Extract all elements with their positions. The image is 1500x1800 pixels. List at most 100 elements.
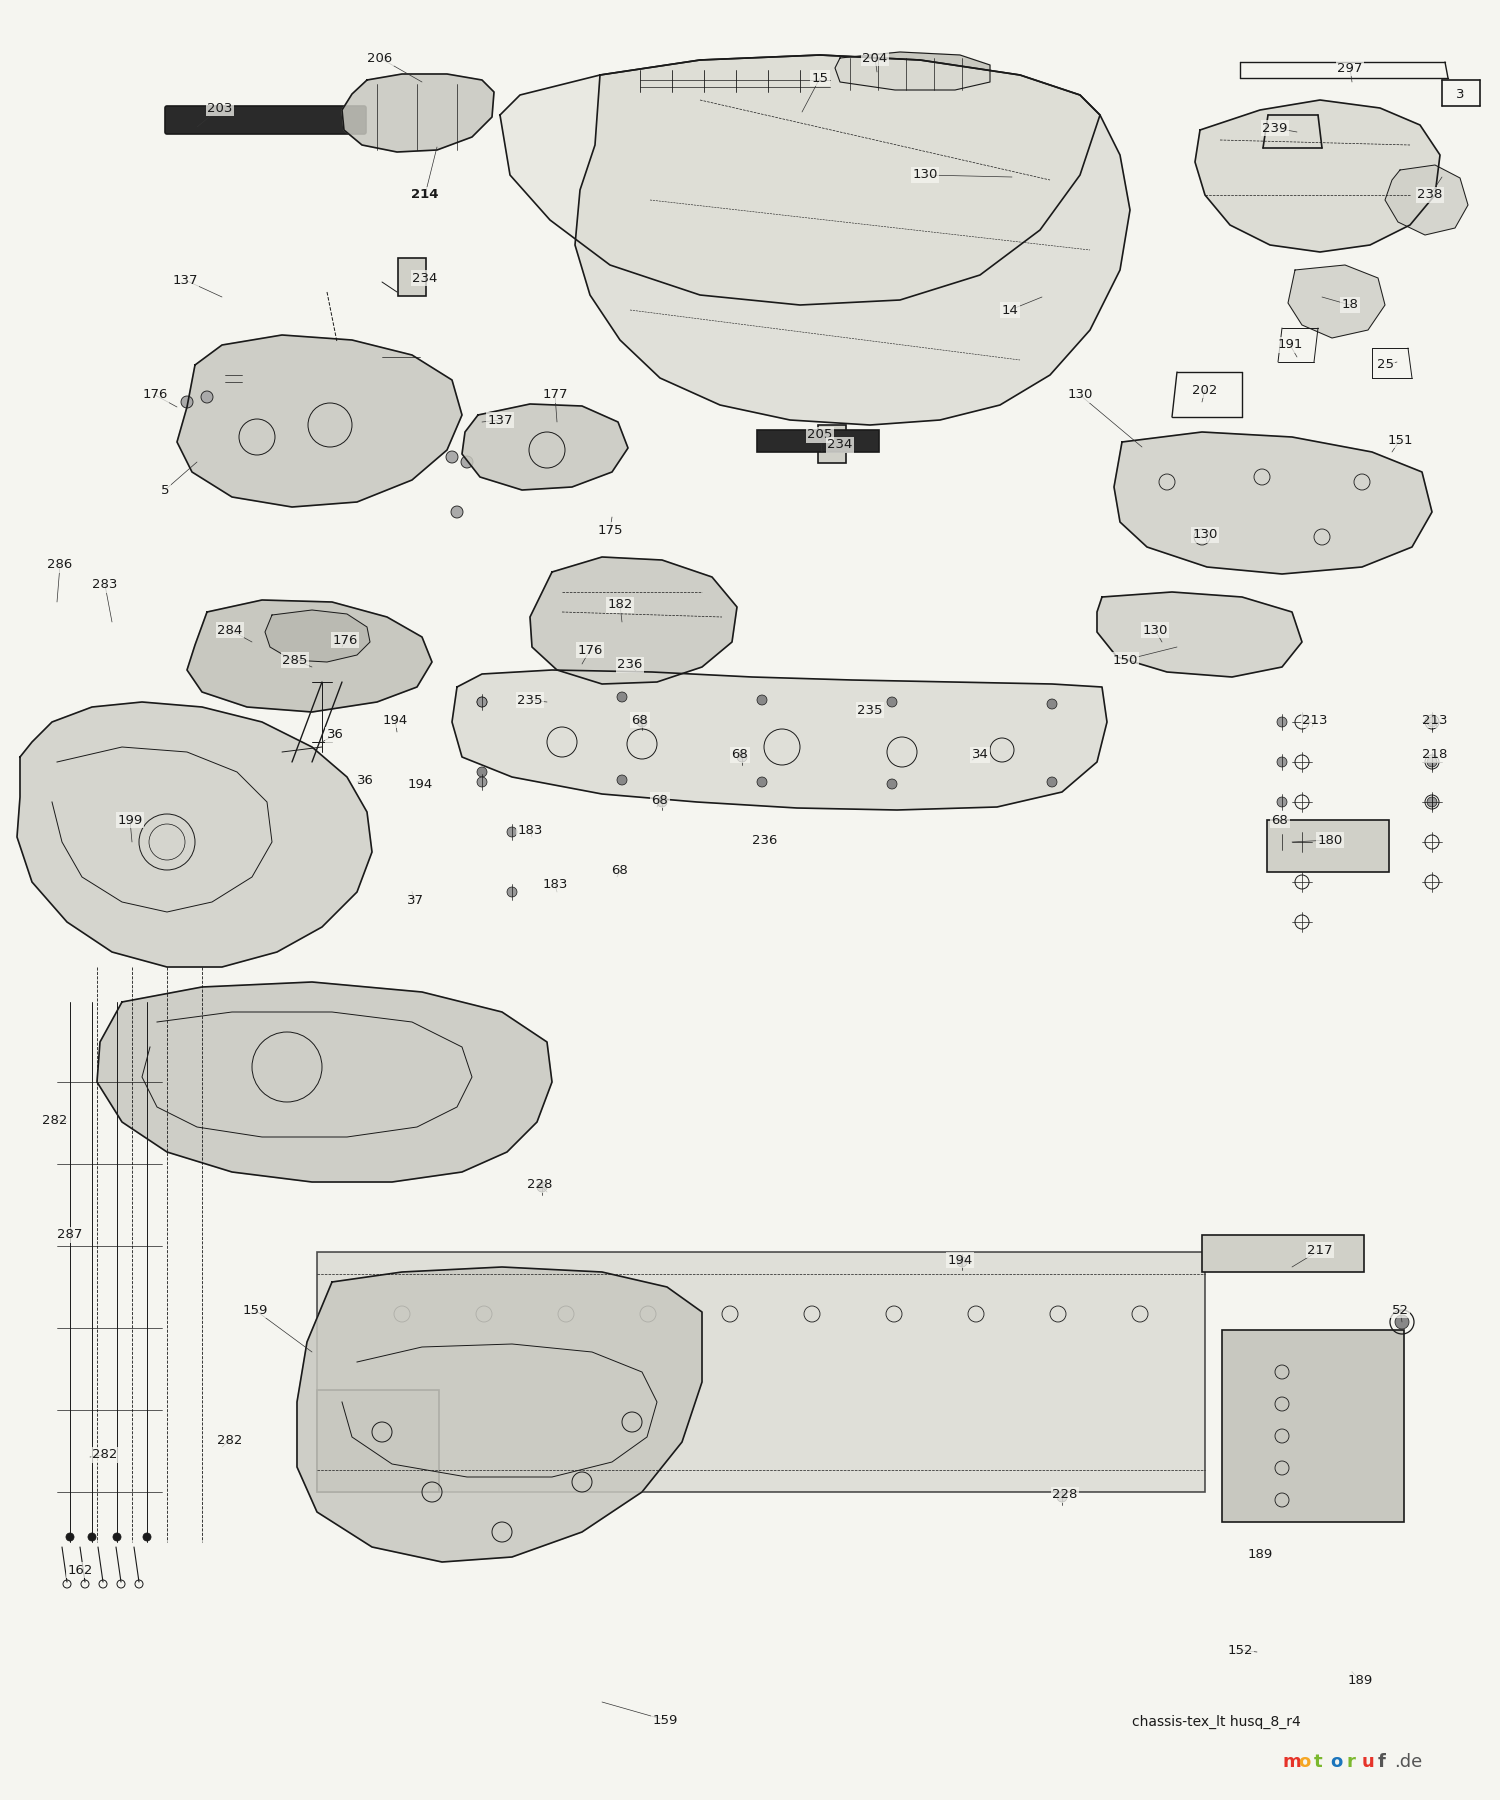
Text: 235: 235 — [518, 693, 543, 706]
Text: 282: 282 — [42, 1114, 68, 1127]
Polygon shape — [266, 610, 370, 662]
Text: 218: 218 — [1422, 749, 1448, 761]
Text: 130: 130 — [1068, 389, 1092, 401]
Text: 3: 3 — [1455, 88, 1464, 101]
Text: 239: 239 — [1263, 122, 1287, 135]
FancyBboxPatch shape — [398, 257, 426, 295]
Polygon shape — [1114, 432, 1432, 574]
Text: 235: 235 — [858, 704, 882, 716]
Text: 176: 176 — [142, 389, 168, 401]
Text: 150: 150 — [1113, 653, 1137, 666]
Polygon shape — [188, 599, 432, 713]
Polygon shape — [177, 335, 462, 508]
Circle shape — [957, 1256, 968, 1267]
Text: 130: 130 — [1192, 529, 1218, 542]
Circle shape — [112, 1534, 122, 1541]
Text: .de: .de — [1394, 1753, 1422, 1771]
Circle shape — [1047, 778, 1058, 787]
Circle shape — [477, 778, 488, 787]
FancyBboxPatch shape — [165, 106, 366, 133]
Text: 176: 176 — [578, 644, 603, 657]
Circle shape — [886, 697, 897, 707]
Circle shape — [182, 396, 194, 409]
Text: 228: 228 — [528, 1179, 552, 1192]
Circle shape — [758, 778, 766, 787]
Circle shape — [616, 776, 627, 785]
Text: u: u — [1362, 1753, 1374, 1771]
Text: 152: 152 — [1227, 1643, 1252, 1656]
Text: 68: 68 — [1272, 814, 1288, 826]
Text: 36: 36 — [327, 729, 344, 742]
Text: o: o — [1298, 1753, 1311, 1771]
Text: 236: 236 — [753, 833, 777, 846]
Text: 287: 287 — [57, 1228, 82, 1242]
Text: 137: 137 — [172, 274, 198, 286]
Polygon shape — [1196, 101, 1440, 252]
Text: 191: 191 — [1278, 338, 1302, 351]
Circle shape — [638, 716, 646, 727]
Text: 297: 297 — [1338, 61, 1362, 74]
Circle shape — [477, 697, 488, 707]
Text: 286: 286 — [48, 558, 72, 572]
Text: 183: 183 — [518, 824, 543, 837]
Text: r: r — [1346, 1753, 1354, 1771]
Text: 194: 194 — [948, 1253, 972, 1267]
Polygon shape — [16, 702, 372, 967]
Circle shape — [88, 1534, 96, 1541]
Text: 68: 68 — [612, 864, 628, 877]
Text: 177: 177 — [543, 389, 567, 401]
Circle shape — [736, 752, 747, 761]
Text: 194: 194 — [408, 778, 432, 792]
Circle shape — [477, 697, 488, 707]
FancyBboxPatch shape — [1268, 821, 1389, 871]
Circle shape — [758, 695, 766, 706]
Text: o: o — [1330, 1753, 1342, 1771]
Text: 205: 205 — [807, 428, 832, 441]
Text: 176: 176 — [333, 634, 357, 646]
Circle shape — [616, 691, 627, 702]
Circle shape — [657, 797, 668, 806]
Circle shape — [66, 1534, 74, 1541]
Text: 203: 203 — [207, 101, 232, 115]
Text: 36: 36 — [357, 774, 374, 787]
Circle shape — [477, 767, 488, 778]
Circle shape — [460, 455, 472, 468]
Text: 228: 228 — [1053, 1489, 1077, 1501]
Text: 285: 285 — [282, 653, 308, 666]
FancyBboxPatch shape — [1222, 1330, 1404, 1523]
Polygon shape — [574, 56, 1130, 425]
Text: 68: 68 — [732, 749, 748, 761]
Text: 238: 238 — [1418, 189, 1443, 202]
FancyBboxPatch shape — [818, 425, 846, 463]
Circle shape — [1426, 797, 1437, 806]
Circle shape — [1058, 1492, 1066, 1501]
Text: 282: 282 — [93, 1449, 117, 1462]
Text: 151: 151 — [1388, 434, 1413, 446]
Polygon shape — [1096, 592, 1302, 677]
Circle shape — [1426, 758, 1437, 767]
Circle shape — [446, 452, 458, 463]
Circle shape — [1426, 716, 1437, 727]
Text: 284: 284 — [217, 623, 243, 637]
Text: 234: 234 — [828, 439, 852, 452]
Text: 68: 68 — [651, 794, 669, 806]
Text: 213: 213 — [1422, 713, 1448, 727]
Circle shape — [201, 391, 213, 403]
Circle shape — [537, 1183, 548, 1192]
Text: 283: 283 — [93, 578, 117, 592]
Text: 14: 14 — [1002, 304, 1019, 317]
Polygon shape — [452, 670, 1107, 810]
Text: 199: 199 — [117, 814, 142, 826]
Circle shape — [1395, 1316, 1408, 1328]
Text: f: f — [1378, 1753, 1386, 1771]
Circle shape — [1047, 698, 1058, 709]
Text: 204: 204 — [862, 52, 888, 65]
Polygon shape — [98, 983, 552, 1183]
Text: 182: 182 — [608, 598, 633, 612]
Circle shape — [886, 779, 897, 788]
Text: 159: 159 — [652, 1714, 678, 1726]
Polygon shape — [1384, 166, 1468, 236]
Text: 189: 189 — [1347, 1674, 1372, 1687]
Text: 130: 130 — [912, 169, 938, 182]
Text: 234: 234 — [413, 272, 438, 284]
